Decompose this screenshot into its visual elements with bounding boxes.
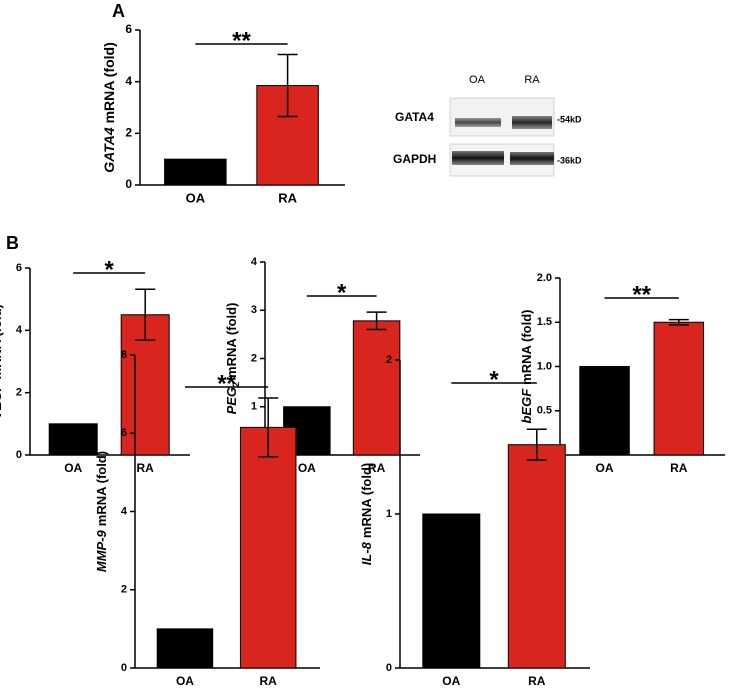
y-tick-label: 6 [16,262,22,274]
y-tick-label: 4 [125,74,132,88]
error-bar [366,311,387,331]
y-label-text: mRNA (fold) [519,309,534,384]
y-label-text: mRNA (fold) [0,304,4,379]
row-label: GAPDH [393,152,436,166]
y-label-gene: MMP-9 [94,529,109,572]
error-bar [135,288,156,342]
x-tick-label: RA [260,674,278,688]
y-label-sub: 2 [231,382,241,387]
y-tick-label: 0 [125,177,132,191]
lane-label: OA [469,74,486,86]
y-tick-label: 2 [16,387,22,399]
y-tick-label: 2 [125,126,132,140]
x-tick-label: OA [176,674,194,688]
error-bar [258,397,279,458]
y-tick-label: 8 [121,349,127,361]
y-tick-label: 0.5 [537,405,552,417]
y-axis-label: GATA4 mRNA (fold) [101,42,117,173]
x-tick-label: OA [186,190,206,205]
y-tick-label: 0 [386,662,392,674]
size-label: -54kD [557,114,582,124]
significance: * [489,366,499,393]
x-tick-label: RA [528,674,546,688]
bar [507,444,566,669]
y-tick-label: 1 [251,401,257,413]
x-tick-label: RA [278,190,297,205]
y-tick-label: 6 [121,427,127,439]
x-tick-label: OA [64,461,82,475]
y-tick-label: 1 [386,508,392,520]
blot-band [510,152,554,165]
y-tick-label: 2 [386,354,392,366]
y-axis-label: VEGF mRNA (fold) [0,304,4,419]
error-bar [277,53,298,118]
y-tick-label: 1.0 [537,360,552,372]
x-tick-label: RA [368,461,386,475]
y-axis-label: PEG2 mRNA (fold) [224,303,241,415]
bar [239,426,297,669]
y-label-gene: IL-8 [359,541,374,565]
x-tick-label: OA [298,461,316,475]
significance: ** [217,370,236,397]
significance: ** [632,281,651,308]
y-tick-label: 2 [121,584,127,596]
y-label-text: mRNA (fold) [101,42,117,123]
y-tick-label: 6 [125,22,132,36]
significance: ** [232,27,251,54]
x-tick-label: OA [596,461,614,475]
y-tick-label: 1.5 [537,316,552,328]
error-bar [668,318,689,326]
panel-label: A [112,1,125,21]
bar [422,513,481,669]
y-axis-label: bEGF mRNA (fold) [519,309,534,423]
y-label-gene: VEGF [0,382,4,418]
western-blot: OA RA GATA4 GAPDH -54kD -36kD [393,74,582,177]
x-tick-label: RA [670,461,688,475]
y-label-gene: bEGF [519,388,534,424]
y-axis-label: MMP-9 mRNA (fold) [94,451,109,572]
blot-band [512,116,552,129]
error-bar [526,428,547,461]
x-tick-label: OA [442,674,460,688]
y-label-text: mRNA (fold) [359,463,374,538]
blot-band [452,151,504,165]
lane-label: RA [524,74,540,86]
y-tick-label: 4 [251,256,258,268]
y-label-text: mRNA (fold) [94,451,109,526]
bar [48,423,98,456]
size-label: -36kD [557,155,582,165]
bar [164,158,227,186]
blot-band [455,118,501,127]
panel-label: B [6,233,19,253]
bar [653,321,705,456]
bar [156,628,214,669]
y-tick-label: 3 [251,304,257,316]
bar [579,366,630,456]
y-tick-label: 0 [16,449,22,461]
bar [352,320,401,456]
y-label-text: mRNA (fold) [224,303,239,378]
y-tick-label: 4 [16,324,23,336]
row-label: GATA4 [395,110,434,124]
y-tick-label: 0 [121,662,127,674]
significance: * [337,279,347,306]
y-tick-label: 2 [251,352,257,364]
significance: * [105,256,115,283]
y-axis-label: IL-8 mRNA (fold) [359,463,374,565]
y-label-gene: GATA4 [101,127,117,173]
y-tick-label: 2.0 [537,272,552,284]
y-tick-label: 4 [121,505,128,517]
y-label-gene: PEG [224,387,239,414]
x-tick-label: RA [137,461,155,475]
